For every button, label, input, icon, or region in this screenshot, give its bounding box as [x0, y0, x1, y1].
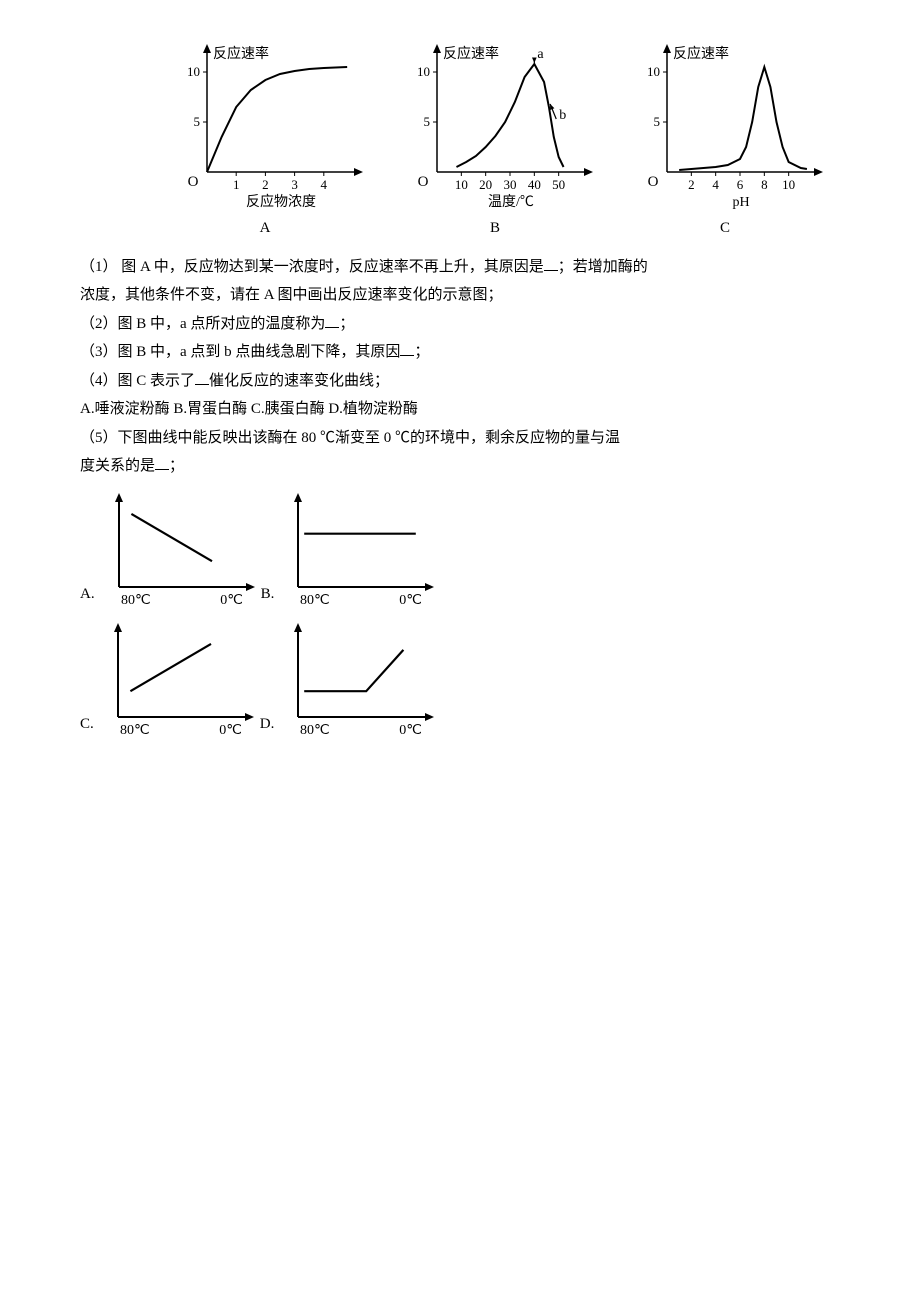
- q5-text-c: ；: [169, 458, 184, 474]
- svg-text:1: 1: [233, 177, 240, 192]
- svg-text:80℃: 80℃: [300, 723, 330, 738]
- q3-line: （3）图 B 中，a 点到 b 点曲线急剧下降，其原因 ；: [80, 338, 840, 367]
- q2-text-a: （2）图 B 中，a 点所对应的温度称为: [80, 316, 325, 332]
- option-b-chart: 80℃ 0℃: [276, 491, 436, 611]
- q1-text-a: （1） 图 A 中，反应物达到某一浓度时，反应速率不再上升，其原因是: [80, 259, 544, 275]
- svg-text:b: b: [559, 108, 566, 123]
- svg-text:4: 4: [321, 177, 328, 192]
- top-charts-row: 反应速率 5 10 1 2 3 4 O 反应物浓度 A 反应速率 5 10 10 20 30 40 50 O 温度…: [150, 40, 840, 243]
- q1-line2: 浓度，其他条件不变，请在 A 图中画出反应速率变化的示意图；: [80, 281, 840, 310]
- q3-text-b: ；: [414, 344, 429, 360]
- q4-line: （4）图 C 表示了催化反应的速率变化曲线；: [80, 367, 840, 396]
- svg-text:5: 5: [654, 114, 661, 129]
- chart-a-cell: 反应速率 5 10 1 2 3 4 O 反应物浓度 A: [165, 40, 365, 243]
- option-d-chart: 80℃ 0℃: [276, 621, 436, 741]
- q4-options: A.唾液淀粉酶 B.胃蛋白酶 C.胰蛋白酶 D.植物淀粉酶: [80, 395, 840, 424]
- chart-a-label: A: [165, 214, 365, 243]
- chart-b-label: B: [395, 214, 595, 243]
- svg-text:8: 8: [761, 177, 768, 192]
- svg-text:反应物浓度: 反应物浓度: [246, 193, 316, 210]
- svg-text:0℃: 0℃: [400, 593, 423, 608]
- svg-text:10: 10: [782, 177, 795, 192]
- svg-text:10: 10: [647, 64, 660, 79]
- q5-line2: 度关系的是 ；: [80, 452, 840, 481]
- svg-text:反应速率: 反应速率: [673, 45, 729, 62]
- q2-blank: [325, 312, 339, 328]
- option-a-letter: A.: [80, 580, 95, 611]
- q3-text-a: （3）图 B 中，a 点到 b 点曲线急剧下降，其原因: [80, 344, 400, 360]
- svg-text:反应速率: 反应速率: [213, 45, 269, 62]
- q4-blank: [195, 369, 209, 385]
- q4-text-b: 催化反应的速率变化曲线；: [209, 373, 389, 389]
- svg-text:0℃: 0℃: [400, 723, 423, 738]
- option-c-chart: 80℃ 0℃: [96, 621, 256, 741]
- svg-text:pH: pH: [732, 195, 749, 210]
- options-row-1: A. 80℃ 0℃ B. 80℃ 0℃: [80, 491, 840, 611]
- option-a-cell: A. 80℃ 0℃: [80, 491, 257, 611]
- svg-text:0℃: 0℃: [220, 593, 243, 608]
- chart-b: 反应速率 5 10 10 20 30 40 50 O 温度/℃ a b: [395, 40, 595, 210]
- svg-text:80℃: 80℃: [300, 593, 330, 608]
- svg-text:40: 40: [528, 177, 541, 192]
- q5-blank: [155, 454, 169, 470]
- svg-text:10: 10: [455, 177, 468, 192]
- svg-text:2: 2: [262, 177, 269, 192]
- svg-text:6: 6: [737, 177, 744, 192]
- q2-text-b: ；: [339, 316, 354, 332]
- option-a-chart: 80℃ 0℃: [97, 491, 257, 611]
- chart-b-cell: 反应速率 5 10 10 20 30 40 50 O 温度/℃ a b B: [395, 40, 595, 243]
- option-c-cell: C. 80℃ 0℃: [80, 621, 256, 741]
- svg-text:80℃: 80℃: [121, 593, 151, 608]
- option-d-cell: D. 80℃ 0℃: [260, 621, 437, 741]
- q1-text-b: ；若增加酶的: [558, 259, 648, 275]
- chart-a: 反应速率 5 10 1 2 3 4 O 反应物浓度: [165, 40, 365, 210]
- q1-blank: [544, 255, 558, 271]
- q3-blank: [400, 340, 414, 356]
- svg-text:O: O: [648, 174, 659, 190]
- svg-text:O: O: [418, 174, 429, 190]
- options-row-2: C. 80℃ 0℃ D. 80℃ 0℃: [80, 621, 840, 741]
- svg-text:4: 4: [712, 177, 719, 192]
- option-b-cell: B. 80℃ 0℃: [261, 491, 437, 611]
- q4-text-a: （4）图 C 表示了: [80, 373, 195, 389]
- svg-text:5: 5: [194, 114, 201, 129]
- q5-text-b: 度关系的是: [80, 458, 155, 474]
- svg-text:10: 10: [417, 64, 430, 79]
- svg-text:20: 20: [479, 177, 492, 192]
- svg-text:温度/℃: 温度/℃: [488, 194, 534, 210]
- option-d-letter: D.: [260, 710, 275, 741]
- q5-line1: （5）下图曲线中能反映出该酶在 80 ℃渐变至 0 ℃的环境中，剩余反应物的量与…: [80, 424, 840, 453]
- q2-line: （2）图 B 中，a 点所对应的温度称为 ；: [80, 310, 840, 339]
- svg-text:反应速率: 反应速率: [443, 45, 499, 62]
- chart-c-label: C: [625, 214, 825, 243]
- q1-line1: （1） 图 A 中，反应物达到某一浓度时，反应速率不再上升，其原因是 ；若增加酶的: [80, 253, 840, 282]
- svg-text:50: 50: [552, 177, 565, 192]
- svg-text:10: 10: [187, 64, 200, 79]
- chart-c: 反应速率 5 10 2 4 6 8 10 OpH: [625, 40, 825, 210]
- svg-text:O: O: [188, 174, 199, 190]
- svg-text:2: 2: [688, 177, 695, 192]
- option-b-letter: B.: [261, 580, 275, 611]
- svg-text:5: 5: [424, 114, 431, 129]
- svg-text:30: 30: [504, 177, 517, 192]
- chart-c-cell: 反应速率 5 10 2 4 6 8 10 OpH C: [625, 40, 825, 243]
- option-c-letter: C.: [80, 710, 94, 741]
- svg-text:3: 3: [291, 177, 298, 192]
- svg-text:80℃: 80℃: [120, 723, 150, 738]
- svg-text:0℃: 0℃: [219, 723, 242, 738]
- svg-text:a: a: [537, 47, 544, 62]
